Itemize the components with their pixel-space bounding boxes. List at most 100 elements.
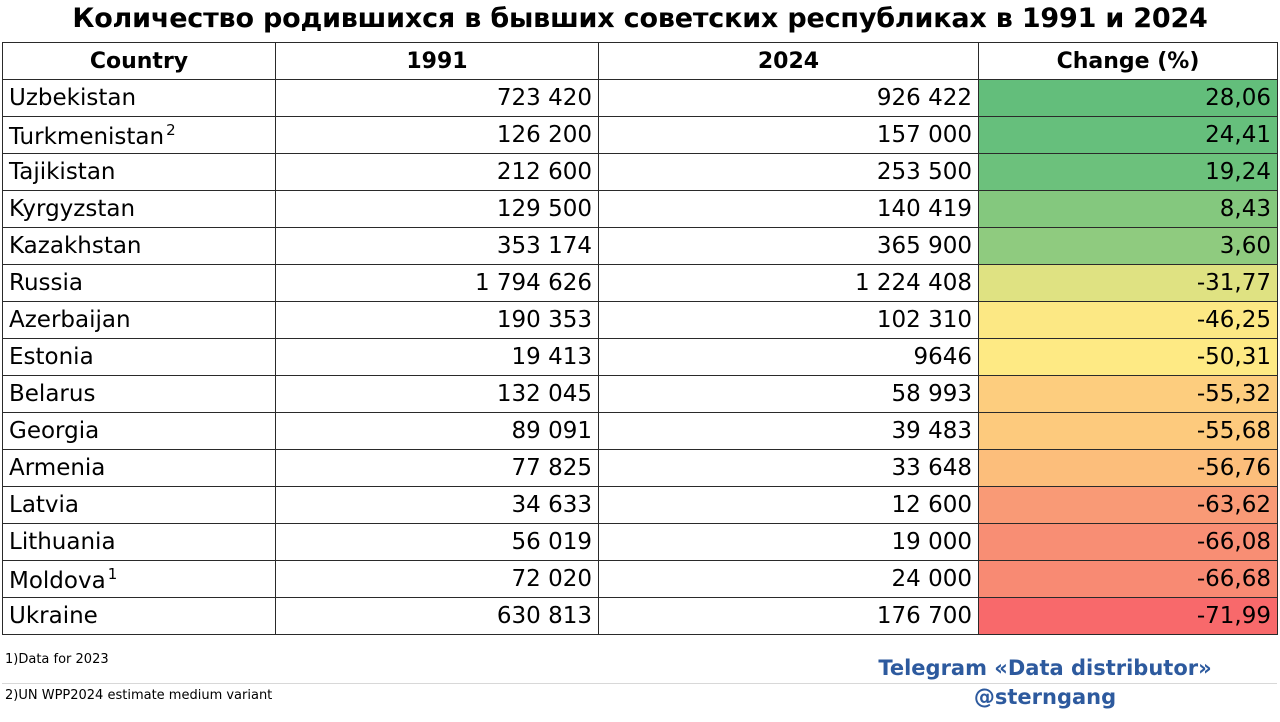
country-cell: Latvia bbox=[2, 486, 276, 524]
country-name: Armenia bbox=[9, 455, 106, 481]
country-cell: Moldova 1 bbox=[2, 560, 276, 598]
change-cell: 24,41 bbox=[978, 116, 1278, 154]
births-1991-cell: 72 020 bbox=[275, 560, 599, 598]
credit-handle: @sterngang bbox=[973, 685, 1117, 709]
births-1991-cell: 19 413 bbox=[275, 338, 599, 376]
births-1991-cell: 89 091 bbox=[275, 412, 599, 450]
change-cell: 19,24 bbox=[978, 153, 1278, 191]
births-2024-cell: 176 700 bbox=[598, 597, 979, 635]
table-body: Uzbekistan 723 420 926 422 28,06 Turkmenista… bbox=[2, 79, 1278, 635]
table-row: Kazakhstan 353 174 365 900 3,60 bbox=[2, 227, 1278, 265]
change-cell: -71,99 bbox=[978, 597, 1278, 635]
births-2024-cell: 926 422 bbox=[598, 79, 979, 117]
births-1991-cell: 34 633 bbox=[275, 486, 599, 524]
births-1991-cell: 353 174 bbox=[275, 227, 599, 265]
footnote-1: 1)Data for 2023 bbox=[5, 652, 109, 667]
country-name: Turkmenistan bbox=[9, 123, 165, 150]
country-name: Belarus bbox=[9, 381, 96, 407]
country-name: Russia bbox=[9, 270, 83, 296]
births-1991-cell: 77 825 bbox=[275, 449, 599, 487]
country-cell: Turkmenistan 2 bbox=[2, 116, 276, 154]
country-name: Kazakhstan bbox=[9, 233, 142, 259]
births-1991-cell: 56 019 bbox=[275, 523, 599, 561]
change-cell: -55,68 bbox=[978, 412, 1278, 450]
country-cell: Ukraine bbox=[2, 597, 276, 635]
births-2024-cell: 39 483 bbox=[598, 412, 979, 450]
births-2024-cell: 253 500 bbox=[598, 153, 979, 191]
births-1991-cell: 126 200 bbox=[275, 116, 599, 154]
footnote-2: 2)UN WPP2024 estimate medium variant bbox=[5, 688, 273, 703]
credit-telegram: Telegram «Data distributor» bbox=[878, 656, 1212, 680]
country-cell: Estonia bbox=[2, 338, 276, 376]
country-name: Estonia bbox=[9, 344, 94, 370]
table-row: Armenia 77 825 33 648 -56,76 bbox=[2, 449, 1278, 487]
country-name: Latvia bbox=[9, 492, 80, 518]
change-cell: 28,06 bbox=[978, 79, 1278, 117]
births-2024-cell: 12 600 bbox=[598, 486, 979, 524]
country-name: Tajikistan bbox=[9, 159, 116, 185]
country-name: Uzbekistan bbox=[9, 85, 137, 111]
births-2024-cell: 102 310 bbox=[598, 301, 979, 339]
table-row: Belarus 132 045 58 993 -55,32 bbox=[2, 375, 1278, 413]
births-1991-cell: 723 420 bbox=[275, 79, 599, 117]
births-2024-cell: 1 224 408 bbox=[598, 264, 979, 302]
births-2024-cell: 19 000 bbox=[598, 523, 979, 561]
header-2024: 2024 bbox=[598, 42, 979, 80]
table-row: Tajikistan 212 600 253 500 19,24 bbox=[2, 153, 1278, 191]
source-credit: Telegram «Data distributor» @sterngang bbox=[840, 654, 1250, 712]
country-cell: Lithuania bbox=[2, 523, 276, 561]
change-cell: -31,77 bbox=[978, 264, 1278, 302]
table-row: Kyrgyzstan 129 500 140 419 8,43 bbox=[2, 190, 1278, 228]
births-1991-cell: 1 794 626 bbox=[275, 264, 599, 302]
footnote-marker: 2 bbox=[166, 120, 176, 139]
country-cell: Armenia bbox=[2, 449, 276, 487]
country-cell: Kazakhstan bbox=[2, 227, 276, 265]
births-2024-cell: 365 900 bbox=[598, 227, 979, 265]
births-1991-cell: 212 600 bbox=[275, 153, 599, 191]
country-cell: Kyrgyzstan bbox=[2, 190, 276, 228]
footnotes: 1)Data for 2023 2)UN WPP2024 estimate me… bbox=[2, 650, 1277, 720]
change-cell: -66,08 bbox=[978, 523, 1278, 561]
births-2024-cell: 9646 bbox=[598, 338, 979, 376]
births-1991-cell: 132 045 bbox=[275, 375, 599, 413]
country-name: Kyrgyzstan bbox=[9, 196, 136, 222]
change-cell: -55,32 bbox=[978, 375, 1278, 413]
header-row: Country 1991 2024 Change (%) bbox=[2, 42, 1278, 80]
country-cell: Belarus bbox=[2, 375, 276, 413]
table-row: Uzbekistan 723 420 926 422 28,06 bbox=[2, 79, 1278, 117]
change-cell: 3,60 bbox=[978, 227, 1278, 265]
country-cell: Russia bbox=[2, 264, 276, 302]
change-cell: -50,31 bbox=[978, 338, 1278, 376]
footnote-divider bbox=[2, 683, 1277, 684]
births-2024-cell: 58 993 bbox=[598, 375, 979, 413]
table-row: Lithuania 56 019 19 000 -66,08 bbox=[2, 523, 1278, 561]
births-1991-cell: 190 353 bbox=[275, 301, 599, 339]
births-table: Country 1991 2024 Change (%) Uzbekistan 7… bbox=[2, 42, 1278, 635]
births-2024-cell: 24 000 bbox=[598, 560, 979, 598]
change-cell: 8,43 bbox=[978, 190, 1278, 228]
table-row: Estonia 19 413 9646 -50,31 bbox=[2, 338, 1278, 376]
births-2024-cell: 33 648 bbox=[598, 449, 979, 487]
change-cell: -66,68 bbox=[978, 560, 1278, 598]
page-title: Количество родившихся в бывших советских… bbox=[72, 3, 1208, 34]
table-row: Georgia 89 091 39 483 -55,68 bbox=[2, 412, 1278, 450]
header-country: Country bbox=[2, 42, 276, 80]
change-cell: -63,62 bbox=[978, 486, 1278, 524]
change-cell: -56,76 bbox=[978, 449, 1278, 487]
country-cell: Tajikistan bbox=[2, 153, 276, 191]
header-change: Change (%) bbox=[978, 42, 1278, 80]
country-cell: Uzbekistan bbox=[2, 79, 276, 117]
country-name: Georgia bbox=[9, 418, 100, 444]
country-name: Lithuania bbox=[9, 529, 116, 555]
country-name: Moldova bbox=[9, 567, 106, 594]
footnote-marker: 1 bbox=[107, 564, 118, 583]
births-1991-cell: 129 500 bbox=[275, 190, 599, 228]
header-1991: 1991 bbox=[275, 42, 599, 80]
country-cell: Azerbaijan bbox=[2, 301, 276, 339]
table-row: Turkmenistan 2 126 200 157 000 24,41 bbox=[2, 116, 1278, 154]
table-row: Ukraine 630 813 176 700 -71,99 bbox=[2, 597, 1278, 635]
country-name: Ukraine bbox=[9, 603, 98, 629]
country-cell: Georgia bbox=[2, 412, 276, 450]
table-row: Russia 1 794 626 1 224 408 -31,77 bbox=[2, 264, 1278, 302]
change-cell: -46,25 bbox=[978, 301, 1278, 339]
